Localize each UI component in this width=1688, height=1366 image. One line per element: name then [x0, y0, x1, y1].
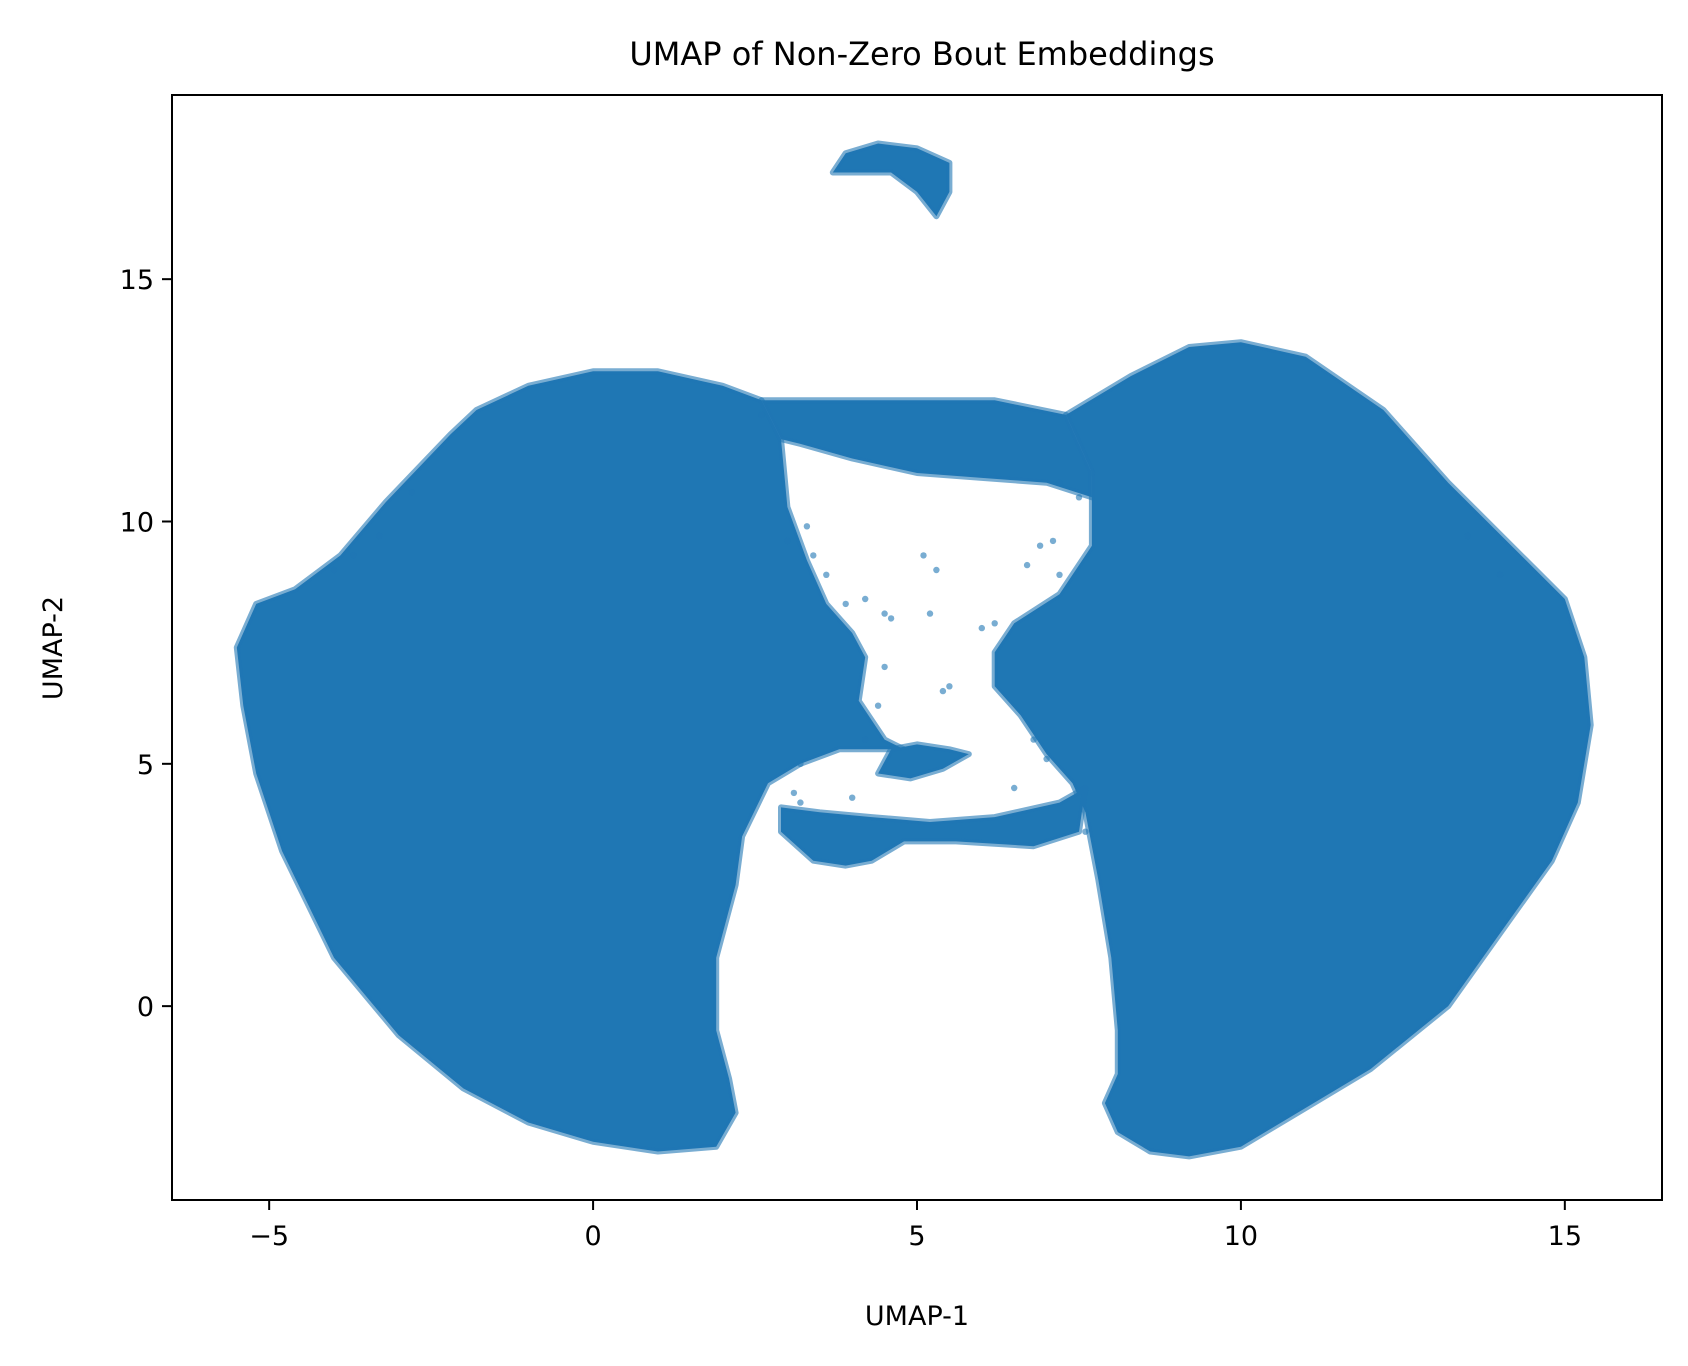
- scatter-point: [408, 489, 415, 496]
- scatter-point: [946, 683, 953, 690]
- x-tick-label: 15: [1548, 1221, 1582, 1252]
- scatter-point: [862, 736, 869, 743]
- scatter-point: [881, 610, 888, 617]
- scatter-point: [784, 537, 791, 545]
- scatter-point: [1464, 532, 1471, 540]
- scatter-point: [823, 571, 830, 578]
- cluster-upper-bridge: [758, 397, 1095, 501]
- y-tick-label: 5: [137, 750, 154, 781]
- y-axis-label: UMAP-2: [38, 596, 69, 700]
- scatter-point: [939, 687, 947, 695]
- scatter-point: [803, 523, 811, 530]
- scatter-point: [874, 702, 882, 709]
- scatter-point: [920, 552, 927, 559]
- scatter-point: [926, 610, 934, 617]
- scatter-point: [1049, 537, 1057, 545]
- scatter-point: [933, 566, 940, 574]
- scatter-point: [978, 624, 985, 632]
- scatter-point: [1036, 542, 1044, 549]
- x-axis: −5 0 5 10 15: [249, 1200, 1582, 1252]
- y-axis: 0 5 10 15: [120, 265, 172, 1023]
- scatter-point: [1496, 571, 1504, 578]
- scatter-point: [797, 760, 804, 767]
- scatter-point: [1011, 784, 1018, 792]
- scatter-point: [376, 532, 383, 540]
- x-tick-label: −5: [249, 1221, 289, 1252]
- y-tick-label: 10: [120, 507, 154, 538]
- scatter-point: [350, 552, 357, 559]
- scatter-point: [881, 663, 888, 671]
- scatter-point: [991, 620, 998, 627]
- scatter-point: [1030, 736, 1037, 743]
- scatter-point: [849, 794, 856, 801]
- x-tick-label: 0: [584, 1221, 601, 1252]
- scatter-point: [797, 799, 804, 806]
- y-tick-label: 15: [120, 265, 154, 296]
- x-axis-label: UMAP-1: [865, 1301, 969, 1332]
- scatter-point: [1023, 561, 1031, 569]
- scatter-point: [862, 595, 869, 603]
- scatter-point: [1056, 479, 1063, 486]
- scatter-point: [1043, 755, 1050, 763]
- scatter-point: [330, 566, 338, 574]
- plot-area: [171, 94, 1663, 1201]
- scatter-point: [758, 411, 765, 419]
- scatter-point: [790, 789, 798, 797]
- y-tick-label: 0: [137, 992, 154, 1023]
- cluster-lower-bridge: [778, 785, 1089, 869]
- cluster-center-strand: [875, 741, 972, 782]
- scatter-point: [1082, 828, 1089, 835]
- scatter-point: [1075, 494, 1083, 501]
- scatter-point: [842, 600, 849, 608]
- scatter-point: [1056, 571, 1063, 578]
- scatter-point: [887, 615, 895, 622]
- cluster-top-crescent: [829, 140, 953, 220]
- x-tick-label: 10: [1224, 1221, 1258, 1252]
- cluster-right-lobe: [991, 339, 1594, 1160]
- chart-title: UMAP of Non-Zero Bout Embeddings: [629, 35, 1214, 73]
- scatter-point: [1088, 469, 1096, 477]
- scatter-point: [810, 552, 817, 559]
- data-layer: [233, 140, 1594, 1160]
- x-tick-label: 5: [908, 1221, 925, 1252]
